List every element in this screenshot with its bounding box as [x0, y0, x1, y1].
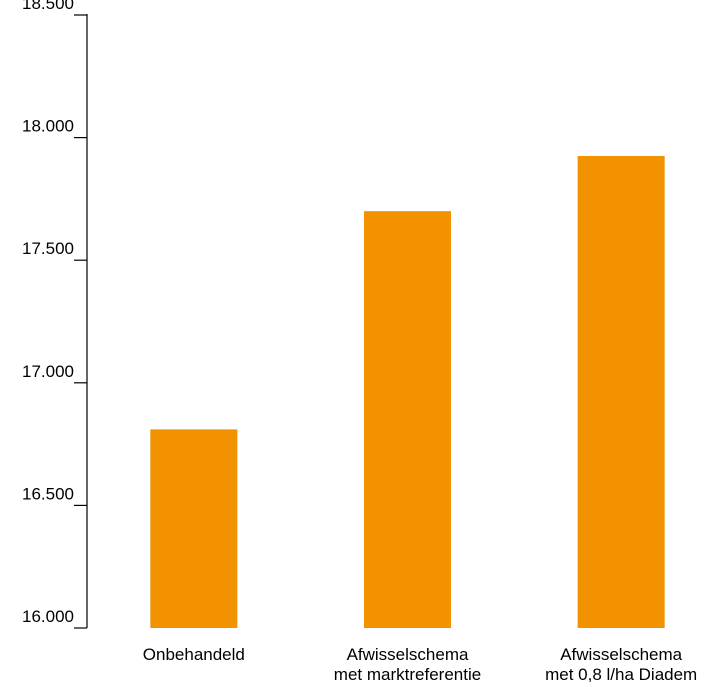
- x-tick-label: met 0,8 l/ha Diadem: [545, 665, 697, 682]
- x-tick-label: Onbehandeld: [143, 645, 245, 664]
- y-tick-label: 16.500: [22, 484, 74, 503]
- y-tick-label: 16.000: [22, 607, 74, 626]
- y-tick-label: 17.500: [22, 239, 74, 258]
- x-tick-label: met marktreferentie: [334, 665, 481, 682]
- bar: [577, 155, 665, 629]
- bars-group: [150, 155, 665, 629]
- y-tick-label: 18.500: [22, 0, 74, 13]
- y-axis-ticks: 16.000 16.500 17.000 17.500 18.000 18.500: [22, 0, 87, 629]
- y-tick-label: 18.000: [22, 117, 74, 136]
- y-tick-label: 17.000: [22, 362, 74, 381]
- bar: [150, 429, 238, 628]
- x-tick-label: Afwisselschema: [347, 645, 469, 664]
- bar: [364, 211, 451, 628]
- x-tick-label: Afwisselschema: [560, 645, 682, 664]
